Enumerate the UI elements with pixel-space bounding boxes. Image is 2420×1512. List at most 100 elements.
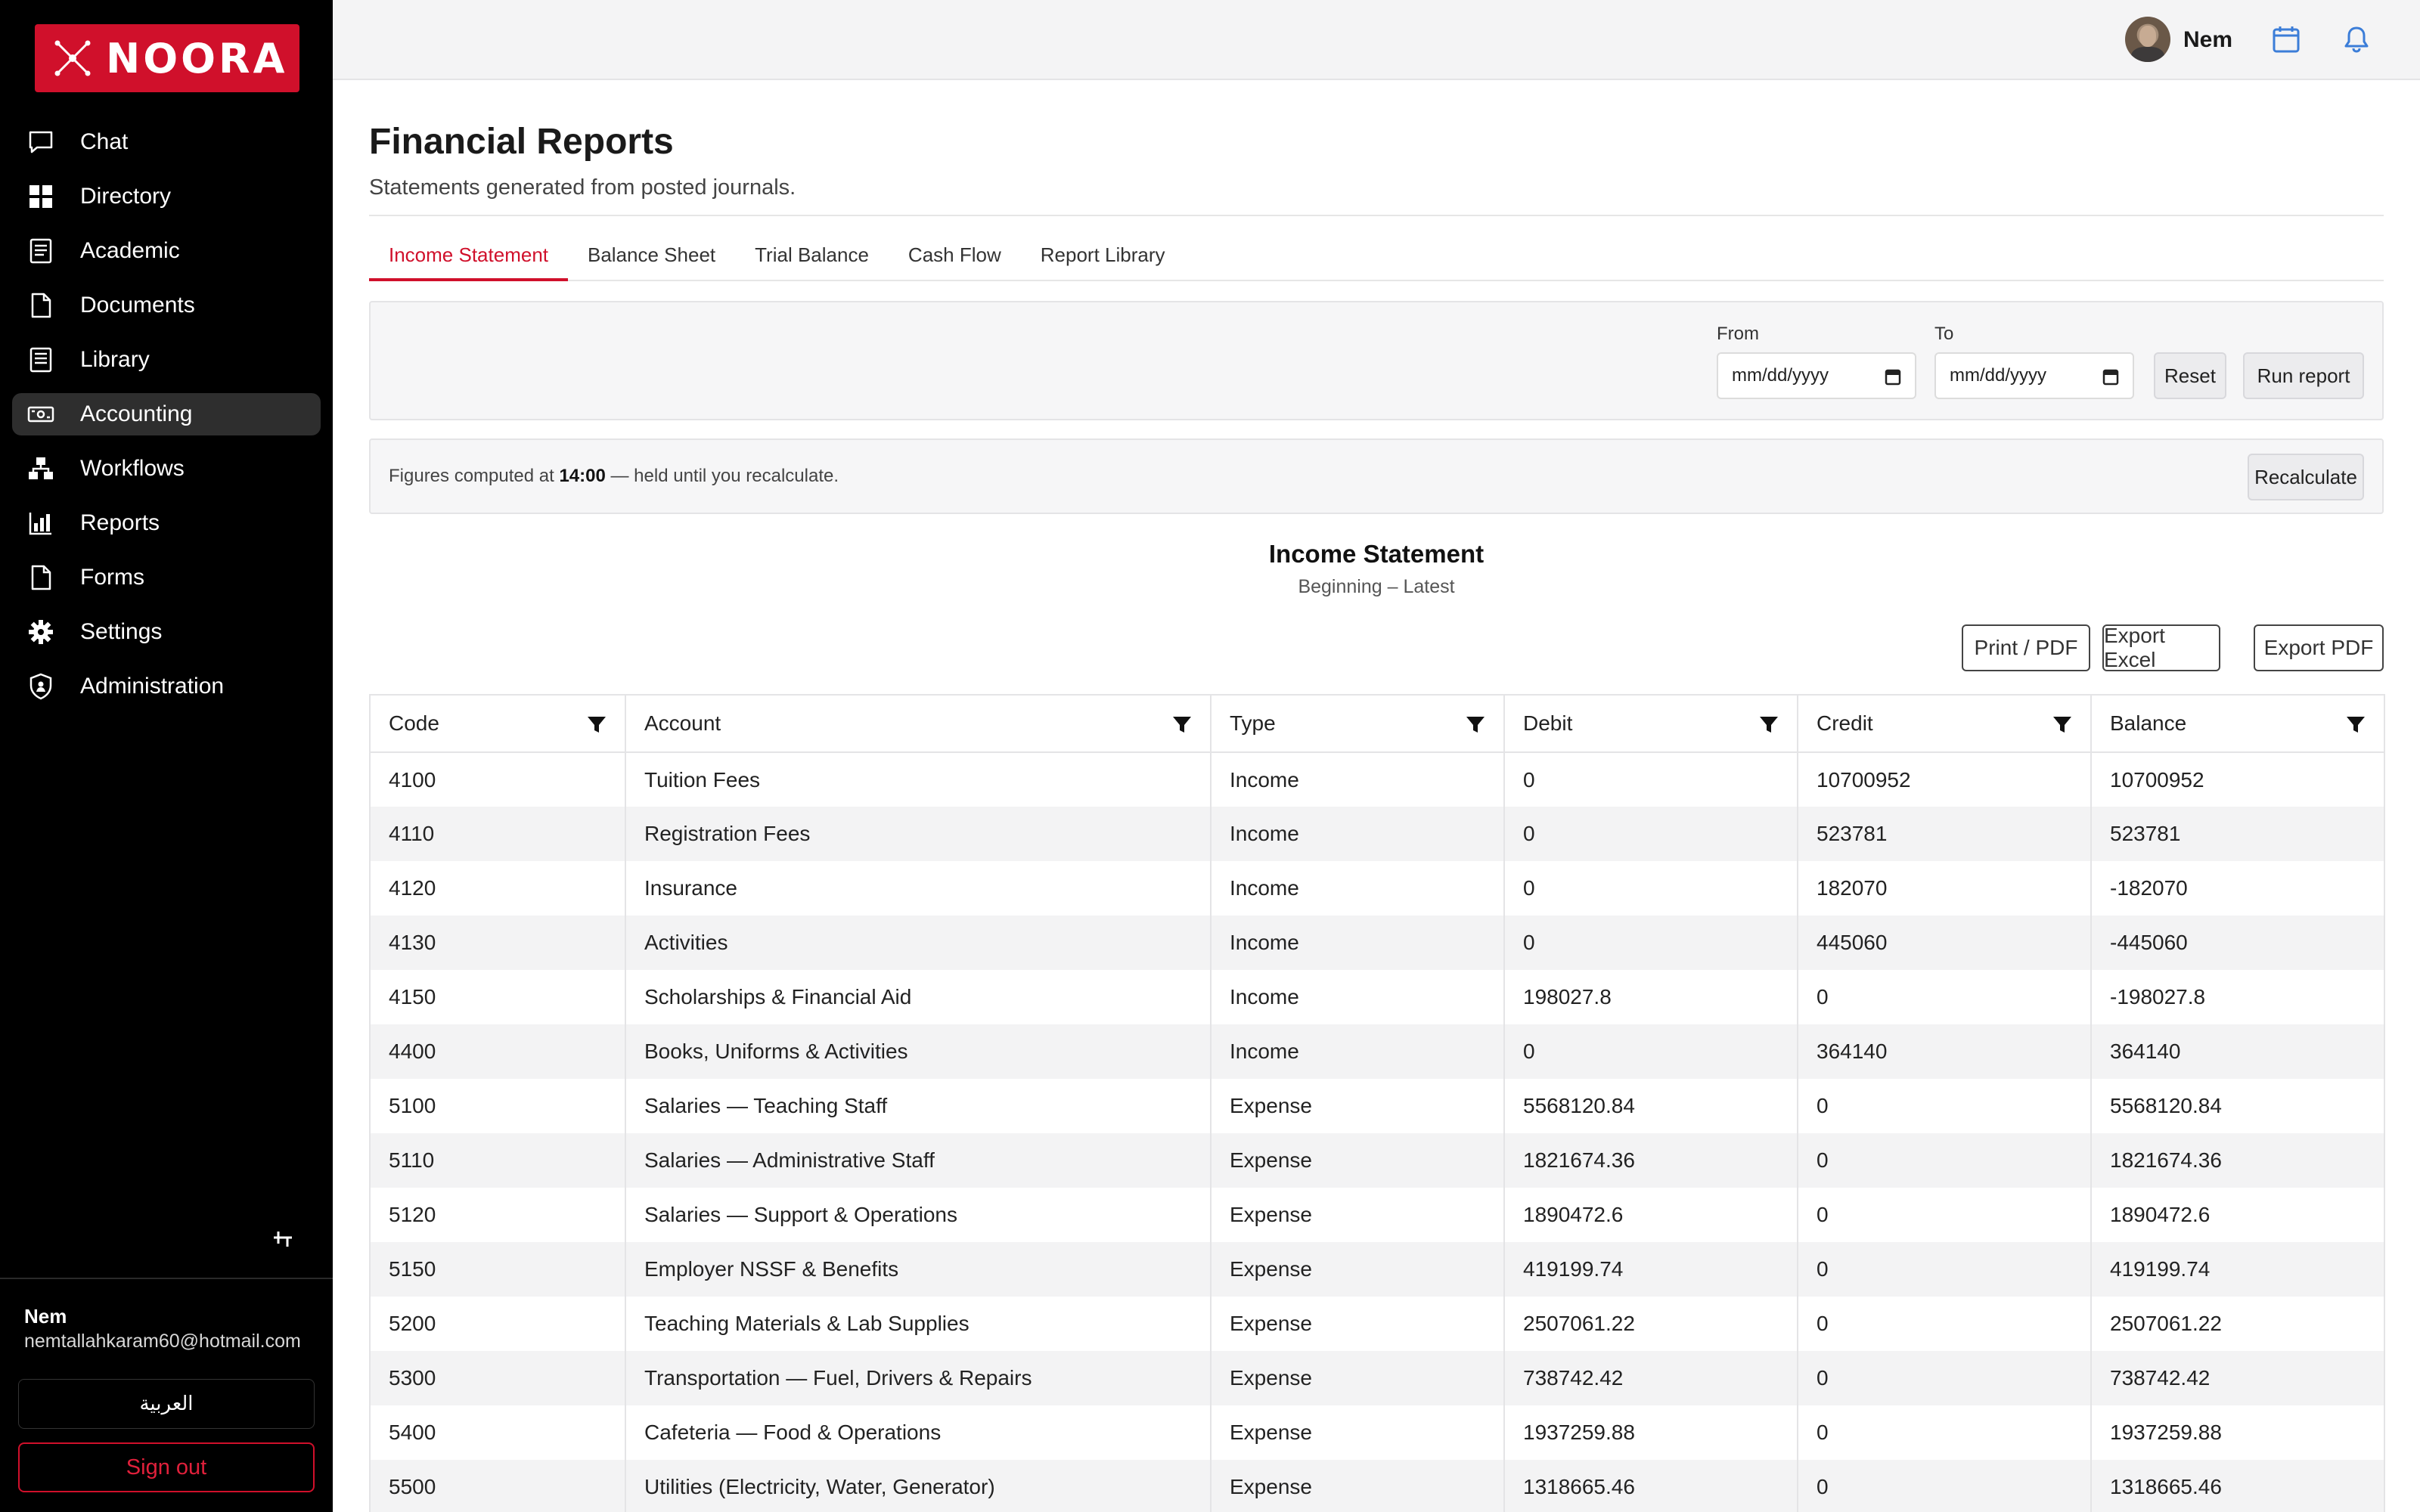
notice-text: Figures computed at 14:00 — held until y… (389, 466, 839, 487)
chat-icon (27, 129, 54, 156)
sidebar-item-chat[interactable]: Chat (12, 121, 321, 163)
filter-icon[interactable] (2052, 715, 2072, 735)
report-tabs: Income Statement Balance Sheet Trial Bal… (369, 234, 2384, 281)
tab-income-statement[interactable]: Income Statement (369, 234, 568, 281)
notifications-button[interactable] (2338, 21, 2375, 57)
column-header-debit[interactable]: Debit (1503, 694, 1798, 753)
avatar[interactable] (2125, 17, 2170, 62)
sidebar: NOORA Chat Directory Academic Documents … (0, 0, 333, 1512)
table-cell: Transportation — Fuel, Drivers & Repairs (625, 1351, 1212, 1405)
sidebar-item-academic[interactable]: Academic (12, 230, 321, 272)
table-cell: 1890472.6 (2090, 1188, 2385, 1242)
sidebar-item-label: Chat (80, 129, 129, 154)
table-row[interactable]: 5500 Utilities (Electricity, Water, Gener… (369, 1460, 2385, 1512)
calendar-picker-icon[interactable] (1885, 367, 1901, 386)
column-header-account[interactable]: Account (625, 694, 1212, 753)
table-row[interactable]: 4130 Activities Income 0 445060 -445060 (369, 916, 2385, 970)
table-cell: 0 (1503, 1024, 1798, 1079)
table-cell: Expense (1210, 1460, 1505, 1512)
sidebar-item-accounting[interactable]: Accounting (12, 393, 321, 435)
table-cell: Activities (625, 916, 1212, 970)
sign-out-button[interactable]: Sign out (18, 1442, 315, 1492)
table-row[interactable]: 5200 Teaching Materials & Lab Supplies Exp… (369, 1297, 2385, 1351)
table-cell: -182070 (2090, 861, 2385, 916)
tab-report-library[interactable]: Report Library (1040, 243, 1165, 266)
export-excel-button[interactable]: Export Excel (2102, 624, 2220, 671)
sidebar-item-workflows[interactable]: Workflows (12, 448, 321, 490)
from-date-input[interactable]: mm/dd/yyyy (1717, 352, 1916, 399)
run-report-button[interactable]: Run report (2243, 352, 2364, 399)
table-cell: 0 (1797, 1188, 2092, 1242)
logo-text: NOORA (106, 34, 288, 82)
sidebar-item-label: Academic (80, 238, 180, 263)
table-cell: 0 (1797, 1297, 2092, 1351)
export-pdf-button[interactable]: Export PDF (2254, 624, 2384, 671)
table-cell: Salaries — Administrative Staff (625, 1133, 1212, 1188)
calendar-button[interactable] (2268, 21, 2304, 57)
table-cell: 4400 (369, 1024, 626, 1079)
table-cell: 445060 (1797, 916, 2092, 970)
sidebar-item-reports[interactable]: Reports (12, 502, 321, 544)
reset-button[interactable]: Reset (2154, 352, 2226, 399)
table-row[interactable]: 4120 Insurance Income 0 182070 -182070 (369, 861, 2385, 916)
filter-icon[interactable] (1466, 715, 1485, 735)
table-row[interactable]: 5100 Salaries — Teaching Staff Expense 5568… (369, 1079, 2385, 1133)
column-header-code[interactable]: Code (369, 694, 626, 753)
table-cell: 0 (1797, 1242, 2092, 1297)
filter-icon[interactable] (1172, 715, 1192, 735)
table-cell: 4150 (369, 970, 626, 1024)
filter-icon[interactable] (587, 715, 607, 735)
sidebar-item-documents[interactable]: Documents (12, 284, 321, 327)
column-header-type[interactable]: Type (1210, 694, 1505, 753)
table-row[interactable]: 4150 Scholarships & Financial Aid Income 19… (369, 970, 2385, 1024)
table-cell: Expense (1210, 1351, 1505, 1405)
table-row[interactable]: 5300 Transportation — Fuel, Drivers & Rep… (369, 1351, 2385, 1405)
collapse-sidebar-button[interactable] (268, 1226, 299, 1253)
recalculate-button[interactable]: Recalculate (2248, 454, 2364, 500)
tab-trial-balance[interactable]: Trial Balance (755, 243, 869, 266)
to-label: To (1934, 324, 1954, 344)
table-cell: Salaries — Teaching Staff (625, 1079, 1212, 1133)
top-user-name[interactable]: Nem (2183, 27, 2233, 52)
sidebar-item-settings[interactable]: Settings (12, 611, 321, 653)
noora-logo[interactable]: NOORA (35, 24, 299, 92)
table-row[interactable]: 4400 Books, Uniforms & Activities Income 0 3… (369, 1024, 2385, 1079)
sidebar-item-directory[interactable]: Directory (12, 175, 321, 218)
computed-notice: Figures computed at 14:00 — held until y… (369, 438, 2384, 514)
calendar-picker-icon[interactable] (2102, 367, 2119, 386)
table-cell: Books, Uniforms & Activities (625, 1024, 1212, 1079)
form-icon (27, 564, 54, 591)
sidebar-item-library[interactable]: Library (12, 339, 321, 381)
table-row[interactable]: 4100 Tuition Fees Income 0 10700952 10700952 (369, 752, 2385, 807)
table-cell: 5568120.84 (1503, 1079, 1798, 1133)
sidebar-item-label: Forms (80, 565, 144, 590)
tab-balance-sheet[interactable]: Balance Sheet (588, 243, 716, 266)
table-row[interactable]: 5400 Cafeteria — Food & Operations Expense… (369, 1405, 2385, 1460)
column-header-label: Credit (1817, 711, 1873, 735)
filter-icon[interactable] (1759, 715, 1779, 735)
gear-icon (27, 618, 54, 646)
column-header-balance[interactable]: Balance (2090, 694, 2385, 753)
table-row[interactable]: 5110 Salaries — Administrative Staff Expen… (369, 1133, 2385, 1188)
sidebar-item-administration[interactable]: Administration (12, 665, 321, 708)
table-cell: 4120 (369, 861, 626, 916)
table-row[interactable]: 5120 Salaries — Support & Operations Expen… (369, 1188, 2385, 1242)
filter-icon[interactable] (2346, 715, 2366, 735)
column-header-credit[interactable]: Credit (1797, 694, 2092, 753)
table-cell: Insurance (625, 861, 1212, 916)
table-cell: 5110 (369, 1133, 626, 1188)
table-cell: 0 (1503, 807, 1798, 861)
avatar-body (2131, 47, 2164, 62)
column-header-label: Code (389, 711, 439, 735)
table-cell: Registration Fees (625, 807, 1212, 861)
table-cell: 1318665.46 (2090, 1460, 2385, 1512)
table-cell: 0 (1797, 1405, 2092, 1460)
to-date-value: mm/dd/yyyy (1950, 365, 2047, 386)
sidebar-item-forms[interactable]: Forms (12, 556, 321, 599)
table-row[interactable]: 5150 Employer NSSF & Benefits Expense 41919… (369, 1242, 2385, 1297)
language-toggle-button[interactable]: العربية (18, 1379, 315, 1429)
print-pdf-button[interactable]: Print / PDF (1962, 624, 2090, 671)
to-date-input[interactable]: mm/dd/yyyy (1934, 352, 2134, 399)
tab-cash-flow[interactable]: Cash Flow (908, 243, 1001, 266)
table-row[interactable]: 4110 Registration Fees Income 0 523781 523781 (369, 807, 2385, 861)
